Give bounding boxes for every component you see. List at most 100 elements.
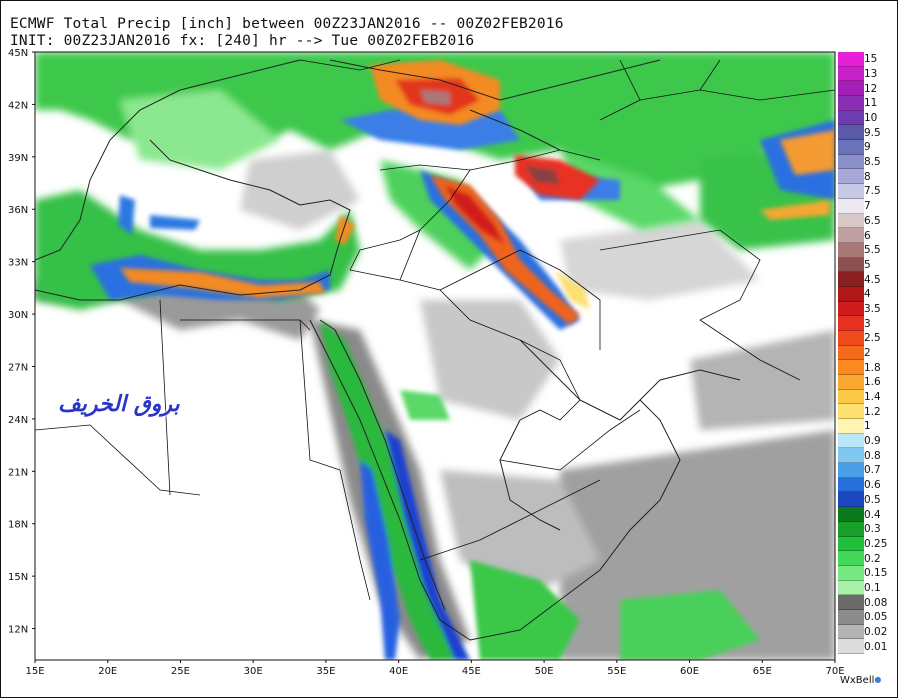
lon-label: 45E [462, 666, 481, 677]
lon-label: 30E [244, 666, 263, 677]
legend-swatch [838, 404, 864, 420]
legend-swatch [838, 551, 864, 566]
legend-swatch [838, 565, 864, 581]
legend-label: 10 [864, 112, 878, 125]
legend-label: 0.01 [864, 640, 888, 653]
lat-label: 24N [8, 415, 28, 426]
legend-label: 9 [864, 141, 871, 154]
legend-swatch [838, 213, 864, 229]
credit-wxbell: WxBell● [840, 675, 881, 686]
legend-label: 1.2 [864, 405, 881, 418]
legend-label: 0.6 [864, 479, 881, 492]
legend-swatch [838, 580, 864, 596]
legend-label: 0.4 [864, 508, 881, 521]
legend-label: 11 [864, 97, 878, 110]
legend-label: 5.5 [864, 244, 881, 257]
legend-swatch [838, 242, 864, 258]
legend-swatch [838, 389, 864, 405]
legend-label: 0.1 [864, 581, 881, 594]
legend-swatch [838, 66, 864, 82]
legend-label: 1 [864, 420, 871, 433]
legend-swatch [838, 198, 864, 214]
legend-swatch [838, 536, 864, 552]
lon-label: 35E [316, 666, 335, 677]
legend-label: 0.15 [864, 567, 888, 580]
legend-label: 4 [864, 288, 871, 301]
legend-swatch [838, 375, 864, 390]
lon-label: 25E [171, 666, 190, 677]
credit-text: WxBell [840, 675, 875, 686]
legend-swatch [838, 419, 864, 434]
map-subtitle: INIT: 00Z23JAN2016 fx: [240] hr --> Tue … [10, 33, 475, 49]
legend-swatch [838, 345, 864, 361]
lat-label: 27N [8, 362, 28, 373]
legend-swatch [838, 52, 864, 67]
legend-label: 2.5 [864, 332, 881, 345]
longitude-labels: 15E 20E 25E 30E 35E 40E 45E 50E 55E 60E 65E 70E [25, 660, 845, 677]
lon-label: 40E [389, 666, 408, 677]
lat-label: 33N [8, 258, 28, 269]
legend-label: 8.5 [864, 156, 881, 169]
lon-label: 50E [535, 666, 554, 677]
legend-swatch [838, 286, 864, 302]
legend-label: 9.5 [864, 126, 881, 139]
legend-swatch [838, 301, 864, 317]
lat-label: 30N [8, 310, 28, 321]
lon-label: 55E [607, 666, 626, 677]
legend-swatch [838, 154, 864, 170]
lat-label: 12N [8, 625, 28, 636]
legend-label: 1.8 [864, 361, 881, 374]
lat-label: 36N [8, 205, 28, 216]
lon-label: 20E [98, 666, 117, 677]
legend-swatch [838, 228, 864, 243]
legend-label: 5 [864, 258, 871, 271]
legend-color-bar [838, 52, 864, 654]
extreme-precip-layer [120, 60, 835, 325]
legend-swatch [838, 140, 864, 155]
legend-swatch [838, 110, 864, 126]
legend-label: 8 [864, 170, 871, 183]
map-area [35, 52, 835, 660]
country-borders [35, 59, 835, 601]
legend-swatch [838, 595, 864, 610]
coastlines [35, 59, 741, 641]
lat-label: 21N [8, 467, 28, 478]
legend-swatch [838, 521, 864, 537]
legend-label: 6 [864, 229, 871, 242]
legend-label: 0.3 [864, 523, 881, 536]
legend-label: 0.9 [864, 435, 881, 448]
legend-label: 0.02 [864, 625, 888, 638]
lat-label: 39N [8, 153, 28, 164]
legend-swatch [838, 330, 864, 346]
legend-label: 6.5 [864, 214, 881, 227]
legend-label: 0.08 [864, 596, 888, 609]
legend-swatch [838, 433, 864, 449]
legend-swatch [838, 81, 864, 97]
legend-label: 1.4 [864, 391, 881, 404]
legend-label: 0.05 [864, 611, 888, 624]
legend-swatch [838, 125, 864, 141]
legend-swatch [838, 360, 864, 375]
legend-label: 7.5 [864, 185, 881, 198]
legend-swatch [838, 169, 864, 185]
legend-swatch [838, 184, 864, 199]
legend-swatch [838, 639, 864, 654]
legend-swatch [838, 507, 864, 522]
lat-label: 42N [8, 100, 28, 111]
lat-label: 45N [8, 48, 28, 59]
watermark-text: بروق الخريف [58, 392, 180, 417]
lon-label: 65E [753, 666, 772, 677]
legend-swatch [838, 316, 864, 331]
legend-label: 2 [864, 347, 871, 359]
legend-swatch [838, 477, 864, 493]
lon-label: 60E [680, 666, 699, 677]
legend-label: 0.8 [864, 449, 881, 462]
lat-label: 18N [8, 520, 28, 531]
lon-label: 15E [25, 666, 44, 677]
legend-label: 13 [864, 68, 878, 81]
legend-swatch [838, 492, 864, 508]
latitude-labels: 45N 42N 39N 36N 33N 30N 27N 24N 21N 18N 15N 12N [8, 48, 35, 636]
lat-label: 15N [8, 572, 28, 583]
legend-swatch [838, 257, 864, 273]
